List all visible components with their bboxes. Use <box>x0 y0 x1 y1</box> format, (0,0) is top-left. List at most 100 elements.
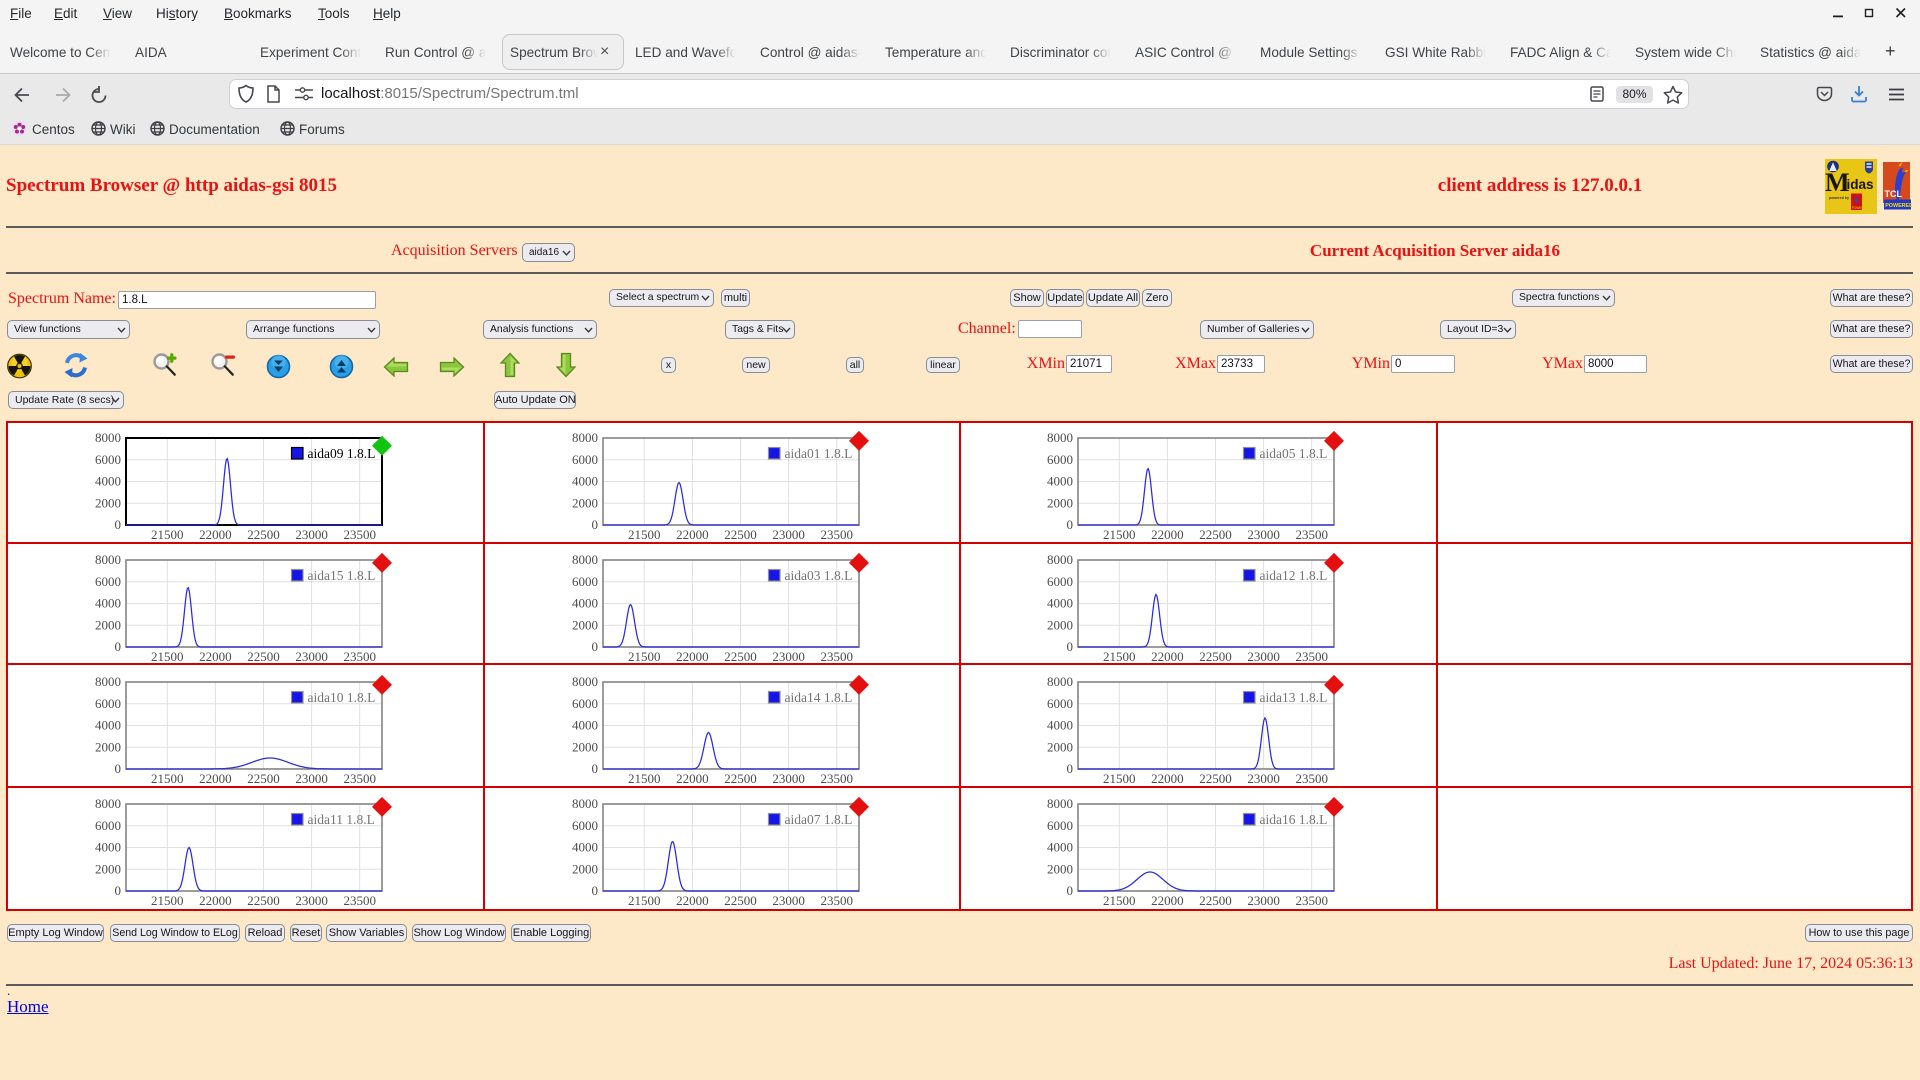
svg-text:0: 0 <box>591 761 598 776</box>
svg-text:23000: 23000 <box>295 527 328 542</box>
svg-text:2000: 2000 <box>1047 861 1073 876</box>
svg-text:2000: 2000 <box>572 617 598 632</box>
svg-text:POWER: POWER <box>1852 206 1865 210</box>
svg-text:2000: 2000 <box>95 617 121 632</box>
svg-text:22500: 22500 <box>1199 771 1232 786</box>
svg-text:8000: 8000 <box>1047 430 1073 445</box>
svg-text:23000: 23000 <box>1247 527 1280 542</box>
svg-text:23000: 23000 <box>772 527 805 542</box>
svg-text:23000: 23000 <box>1247 649 1280 664</box>
svg-text:22500: 22500 <box>724 649 757 664</box>
svg-text:2000: 2000 <box>572 495 598 510</box>
svg-text:M: M <box>1825 168 1850 197</box>
svg-text:4000: 4000 <box>1047 473 1073 488</box>
svg-text:21500: 21500 <box>1103 771 1136 786</box>
svg-text:23000: 23000 <box>1247 771 1280 786</box>
svg-text:23000: 23000 <box>1247 893 1280 908</box>
svg-text:21500: 21500 <box>1103 527 1136 542</box>
svg-text:2000: 2000 <box>572 861 598 876</box>
svg-text:POWERED: POWERED <box>1885 203 1912 209</box>
svg-text:powered by: powered by <box>1829 196 1849 200</box>
svg-text:2000: 2000 <box>1047 495 1073 510</box>
svg-text:2000: 2000 <box>1047 739 1073 754</box>
svg-text:0: 0 <box>1067 639 1074 654</box>
svg-text:23500: 23500 <box>820 649 853 664</box>
svg-text:22000: 22000 <box>676 893 709 908</box>
svg-text:22500: 22500 <box>724 893 757 908</box>
svg-text:21500: 21500 <box>1103 893 1136 908</box>
svg-text:0: 0 <box>1067 883 1074 898</box>
svg-text:23000: 23000 <box>295 771 328 786</box>
svg-text:4000: 4000 <box>572 473 598 488</box>
svg-text:4000: 4000 <box>95 595 121 610</box>
svg-text:4000: 4000 <box>1047 839 1073 854</box>
svg-text:4000: 4000 <box>1047 595 1073 610</box>
svg-text:6000: 6000 <box>572 574 598 589</box>
svg-text:21500: 21500 <box>1103 649 1136 664</box>
svg-text:0: 0 <box>591 639 598 654</box>
svg-text:22500: 22500 <box>724 527 757 542</box>
svg-text:22000: 22000 <box>676 649 709 664</box>
svg-text:22000: 22000 <box>199 649 232 664</box>
svg-text:21500: 21500 <box>628 771 661 786</box>
svg-text:4000: 4000 <box>1047 717 1073 732</box>
svg-text:22000: 22000 <box>676 771 709 786</box>
svg-text:23500: 23500 <box>820 893 853 908</box>
svg-text:0: 0 <box>115 883 122 898</box>
svg-text:21500: 21500 <box>151 893 184 908</box>
svg-text:8000: 8000 <box>95 552 121 567</box>
svg-text:8000: 8000 <box>95 796 121 811</box>
svg-text:22000: 22000 <box>199 771 232 786</box>
svg-text:8000: 8000 <box>95 430 121 445</box>
svg-text:2000: 2000 <box>95 739 121 754</box>
svg-text:21500: 21500 <box>628 527 661 542</box>
svg-text:aida10 1.8.L: aida10 1.8.L <box>308 689 376 704</box>
svg-text:8000: 8000 <box>572 552 598 567</box>
svg-text:22000: 22000 <box>676 527 709 542</box>
svg-text:aida05 1.8.L: aida05 1.8.L <box>1260 445 1328 460</box>
svg-text:8000: 8000 <box>1047 796 1073 811</box>
svg-text:21500: 21500 <box>151 771 184 786</box>
svg-text:6000: 6000 <box>95 574 121 589</box>
svg-text:23500: 23500 <box>343 771 376 786</box>
svg-text:21500: 21500 <box>628 893 661 908</box>
svg-text:8000: 8000 <box>572 796 598 811</box>
svg-text:0: 0 <box>115 639 122 654</box>
svg-text:2000: 2000 <box>572 739 598 754</box>
svg-text:22000: 22000 <box>199 527 232 542</box>
svg-text:23500: 23500 <box>1295 527 1328 542</box>
svg-text:2000: 2000 <box>1047 617 1073 632</box>
svg-text:23500: 23500 <box>1295 893 1328 908</box>
svg-text:aida14 1.8.L: aida14 1.8.L <box>784 689 852 704</box>
svg-text:idas: idas <box>1847 177 1874 192</box>
svg-text:2000: 2000 <box>95 861 121 876</box>
svg-text:23500: 23500 <box>1295 771 1328 786</box>
svg-text:4000: 4000 <box>572 839 598 854</box>
svg-text:22500: 22500 <box>1199 893 1232 908</box>
svg-text:aida07 1.8.L: aida07 1.8.L <box>784 811 852 826</box>
svg-text:23500: 23500 <box>343 527 376 542</box>
svg-text:21500: 21500 <box>151 527 184 542</box>
svg-text:23000: 23000 <box>772 893 805 908</box>
svg-text:23500: 23500 <box>1295 649 1328 664</box>
svg-text:22000: 22000 <box>1151 893 1184 908</box>
svg-text:23500: 23500 <box>343 649 376 664</box>
svg-text:aida01 1.8.L: aida01 1.8.L <box>784 445 852 460</box>
svg-text:aida09 1.8.L: aida09 1.8.L <box>308 445 376 460</box>
svg-text:2000: 2000 <box>95 495 121 510</box>
svg-text:6000: 6000 <box>1047 696 1073 711</box>
svg-text:22000: 22000 <box>1151 771 1184 786</box>
svg-text:6000: 6000 <box>1047 818 1073 833</box>
svg-text:23000: 23000 <box>295 649 328 664</box>
svg-text:4000: 4000 <box>95 839 121 854</box>
svg-text:23000: 23000 <box>772 771 805 786</box>
svg-text:22000: 22000 <box>199 893 232 908</box>
svg-text:23500: 23500 <box>820 527 853 542</box>
svg-text:6000: 6000 <box>572 818 598 833</box>
svg-text:8000: 8000 <box>1047 552 1073 567</box>
svg-text:6000: 6000 <box>572 452 598 467</box>
svg-text:0: 0 <box>591 883 598 898</box>
svg-text:22500: 22500 <box>247 771 280 786</box>
svg-text:4000: 4000 <box>95 473 121 488</box>
svg-text:22500: 22500 <box>247 893 280 908</box>
